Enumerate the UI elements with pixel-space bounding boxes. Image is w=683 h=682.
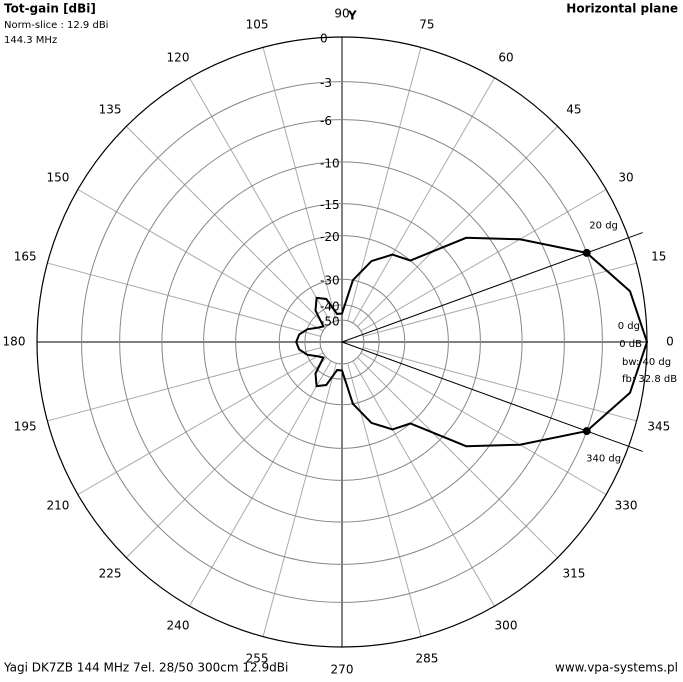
theta-tick-label: 60 — [498, 50, 513, 64]
theta-tick-label: 165 — [14, 250, 37, 264]
ring — [119, 119, 565, 565]
annotation: fb: 32.8 dB — [622, 374, 677, 385]
marker-line — [341, 341, 643, 452]
spoke — [262, 47, 337, 321]
theta-tick-label: 315 — [562, 566, 585, 580]
marker-dot — [582, 427, 591, 436]
r-tick-label: -40 — [320, 299, 340, 313]
spoke — [360, 352, 607, 495]
theta-tick-label: 345 — [647, 419, 670, 433]
footer: Yagi DK7ZB 144 MHz 7el. 28/50 300cm 12.9… — [3, 661, 288, 675]
theta-tick-label: 300 — [495, 619, 518, 633]
theta-tick-label: 30 — [618, 171, 633, 185]
theta-tick-label: 240 — [167, 619, 190, 633]
theta-tick-label: 255 — [246, 651, 269, 665]
theta-tick-label: 195 — [14, 419, 37, 433]
theta-tick-label: 105 — [246, 18, 269, 32]
theta-tick-label: 120 — [167, 50, 190, 64]
theta-tick-label: 210 — [46, 499, 69, 513]
chart-title: Horizontal plane — [566, 2, 678, 16]
r-tick-label: 0 — [320, 32, 328, 46]
ring — [203, 203, 481, 481]
ring — [235, 235, 449, 449]
theta-tick-label: 75 — [419, 18, 434, 32]
spoke — [347, 363, 422, 637]
spoke — [47, 262, 321, 337]
ring — [161, 161, 523, 523]
marker-label: 340 dg — [586, 453, 621, 464]
spoke — [47, 347, 321, 422]
spoke — [189, 77, 332, 324]
marker-label: 20 dg — [589, 221, 618, 232]
spoke — [189, 360, 332, 607]
ring — [278, 278, 406, 406]
r-tick-label: -30 — [320, 274, 340, 288]
r-tick-label: -6 — [320, 114, 332, 128]
annotation: 0 dB — [619, 339, 642, 350]
marker-line — [341, 232, 643, 343]
spoke — [357, 357, 559, 559]
spoke — [360, 189, 607, 332]
ring — [81, 81, 603, 603]
theta-tick-label: 180 — [3, 335, 26, 349]
spoke — [352, 77, 495, 324]
ring — [319, 319, 365, 365]
spoke — [352, 360, 495, 607]
theta-tick-label: 150 — [46, 171, 69, 185]
spoke — [363, 262, 637, 337]
spoke — [125, 357, 327, 559]
theta-tick-label: 270 — [331, 663, 354, 677]
theta-tick-label: 15 — [651, 250, 666, 264]
r-tick-label: -3 — [320, 76, 332, 90]
r-tick-label: -50 — [320, 315, 340, 329]
spoke — [125, 125, 327, 327]
subtitle: 144.3 MHz — [4, 35, 57, 46]
r-tick-label: -10 — [320, 156, 340, 170]
marker-dot — [582, 248, 591, 257]
axis-marker: Y — [347, 9, 357, 23]
pattern-line — [295, 236, 649, 448]
spoke — [347, 47, 422, 321]
annotation: 0 dg — [618, 321, 640, 332]
ring — [304, 304, 380, 380]
spoke — [363, 347, 637, 422]
subtitle: Norm-slice : 12.9 dBi — [4, 20, 108, 31]
theta-tick-label: 45 — [566, 103, 581, 117]
footer: www.vpa-systems.pl — [555, 661, 678, 675]
theta-tick-label: 285 — [415, 651, 438, 665]
spoke — [77, 189, 324, 332]
theta-tick-label: 135 — [99, 103, 122, 117]
theta-tick-label: 90 — [334, 7, 349, 21]
theta-tick-label: 0 — [666, 335, 674, 349]
spoke — [77, 352, 324, 495]
spoke — [357, 125, 559, 327]
y-label: Tot-gain [dBi] — [4, 2, 96, 16]
theta-tick-label: 330 — [615, 499, 638, 513]
r-tick-label: -20 — [320, 230, 340, 244]
theta-tick-label: 225 — [99, 566, 122, 580]
r-tick-label: -15 — [320, 198, 340, 212]
spoke — [262, 363, 337, 637]
